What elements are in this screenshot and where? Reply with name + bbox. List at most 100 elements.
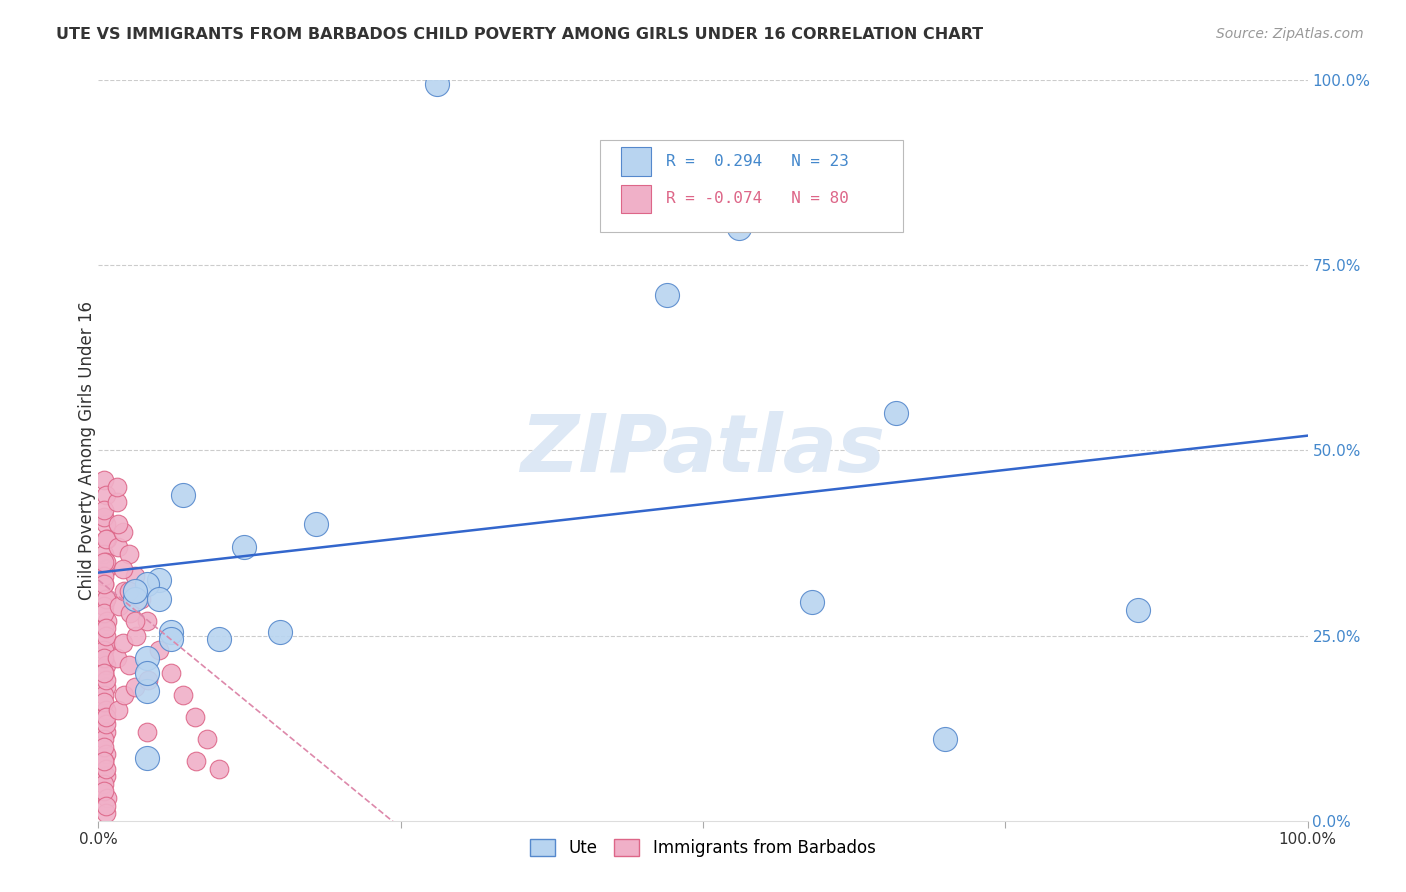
Point [111, 562, 134, 576]
Point [135, 684, 157, 698]
Y-axis label: Child Poverty Among Girls Under 16: Child Poverty Among Girls Under 16 [79, 301, 96, 600]
Point [105, 480, 128, 494]
Point [94, 591, 117, 606]
Legend: Ute, Immigrants from Barbados: Ute, Immigrants from Barbados [523, 832, 883, 864]
Point [96, 533, 118, 547]
Point [107, 703, 129, 717]
Point [93, 621, 115, 635]
Point [94, 562, 117, 576]
Point [112, 584, 135, 599]
Point [93, 599, 115, 613]
Point [94, 628, 117, 642]
Point [195, 732, 218, 747]
Text: UTE VS IMMIGRANTS FROM BARBADOS CHILD POVERTY AMONG GIRLS UNDER 16 CORRELATION C: UTE VS IMMIGRANTS FROM BARBADOS CHILD PO… [56, 27, 983, 42]
Point [112, 688, 135, 702]
Point [93, 643, 115, 657]
Point [148, 573, 170, 587]
Point [148, 643, 170, 657]
Point [94, 703, 117, 717]
Point [111, 636, 134, 650]
Point [118, 547, 141, 561]
Point [105, 495, 128, 509]
Point [94, 724, 117, 739]
Point [232, 540, 254, 554]
Point [93, 502, 115, 516]
Point [160, 624, 183, 639]
Point [184, 710, 207, 724]
Point [93, 688, 115, 702]
Point [93, 665, 115, 680]
Point [118, 607, 141, 621]
Point [160, 665, 183, 680]
Point [107, 540, 129, 554]
Point [107, 517, 129, 532]
Point [886, 407, 908, 421]
Point [186, 755, 208, 769]
Point [93, 755, 115, 769]
Point [94, 747, 117, 761]
Point [93, 710, 115, 724]
Point [728, 221, 751, 235]
Point [94, 591, 117, 606]
Point [93, 739, 115, 754]
Point [93, 665, 115, 680]
Point [93, 755, 115, 769]
Point [1128, 602, 1150, 616]
Bar [621, 185, 651, 213]
Point [305, 517, 328, 532]
Point [94, 806, 117, 821]
Point [93, 784, 115, 798]
Point [93, 695, 115, 709]
Point [426, 77, 449, 91]
Point [94, 636, 117, 650]
Point [94, 555, 117, 569]
Point [172, 488, 194, 502]
Point [135, 576, 157, 591]
Point [135, 614, 157, 628]
Point [135, 650, 157, 665]
Point [94, 658, 117, 673]
Point [800, 595, 823, 609]
Point [118, 658, 141, 673]
Text: R =  0.294   N = 23: R = 0.294 N = 23 [665, 154, 848, 169]
Text: ZIPatlas: ZIPatlas [520, 411, 886, 490]
Point [124, 681, 146, 695]
Point [655, 288, 678, 302]
Point [94, 717, 117, 731]
Point [108, 599, 131, 613]
Point [93, 576, 115, 591]
Point [172, 688, 194, 702]
Point [93, 776, 115, 791]
Point [208, 762, 231, 776]
Point [94, 673, 117, 687]
Point [93, 473, 115, 487]
Point [105, 650, 128, 665]
Point [94, 762, 117, 776]
Point [135, 750, 157, 764]
Point [136, 673, 159, 687]
Point [135, 724, 157, 739]
Point [94, 517, 117, 532]
Point [94, 681, 117, 695]
Point [93, 569, 115, 583]
Point [93, 510, 115, 524]
Point [125, 628, 148, 642]
Point [94, 769, 117, 783]
Point [124, 584, 146, 599]
Point [124, 614, 146, 628]
Point [93, 650, 115, 665]
Point [129, 591, 152, 606]
FancyBboxPatch shape [600, 139, 903, 232]
Point [160, 632, 183, 647]
Point [96, 614, 118, 628]
Bar [621, 147, 651, 176]
Point [148, 591, 170, 606]
Point [93, 576, 115, 591]
Point [93, 732, 115, 747]
Point [93, 555, 115, 569]
Point [96, 791, 118, 805]
Point [208, 632, 231, 647]
Text: R = -0.074   N = 80: R = -0.074 N = 80 [665, 192, 848, 206]
Point [93, 547, 115, 561]
Point [118, 584, 141, 599]
